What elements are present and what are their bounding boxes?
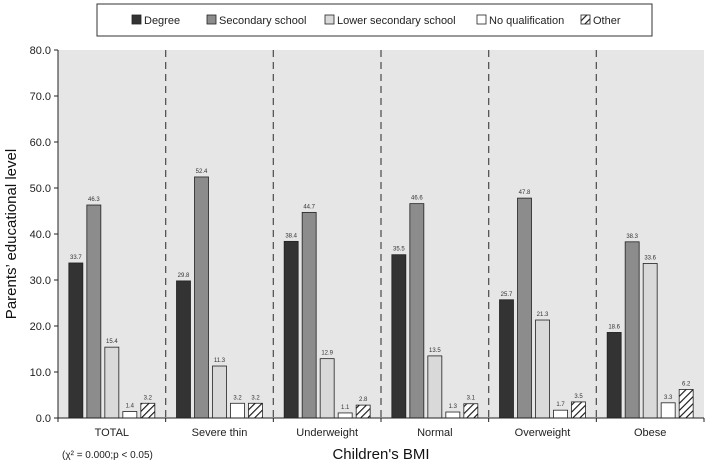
data-label: 1.1 bbox=[341, 405, 350, 411]
bar bbox=[391, 254, 407, 419]
y-tick-label: 60.0 bbox=[30, 137, 51, 149]
bar bbox=[409, 203, 425, 419]
bar bbox=[553, 409, 568, 419]
bar bbox=[535, 319, 550, 419]
x-tick-label: Underweight bbox=[296, 427, 358, 439]
legend-label: Secondary school bbox=[219, 15, 306, 27]
value-labels: 33.7 46.3 15.4 1.4 3.2 29.8 52.4 11.3 3.2 3.2 38.4… bbox=[70, 169, 691, 411]
data-label: 33.7 bbox=[70, 255, 82, 261]
group-separators bbox=[165, 50, 597, 418]
y-tick-label: 10.0 bbox=[30, 367, 51, 379]
data-label: 3.2 bbox=[144, 395, 153, 401]
bar bbox=[624, 241, 640, 419]
bar bbox=[122, 411, 138, 419]
bar bbox=[517, 197, 532, 419]
bars bbox=[68, 176, 694, 419]
data-label: 2.8 bbox=[359, 397, 368, 403]
bar bbox=[355, 404, 371, 419]
data-label: 25.7 bbox=[501, 292, 513, 298]
bar bbox=[660, 402, 676, 419]
bar bbox=[463, 403, 479, 419]
y-tick-label: 50.0 bbox=[30, 183, 51, 195]
bar bbox=[68, 262, 84, 419]
bar bbox=[337, 412, 353, 419]
legend-box bbox=[96, 3, 653, 37]
legend-swatch bbox=[580, 14, 591, 25]
data-label: 1.4 bbox=[126, 404, 135, 410]
legend-label: No qualification bbox=[489, 15, 564, 27]
legend-swatch bbox=[476, 14, 487, 25]
bar bbox=[499, 299, 514, 419]
legend-swatch bbox=[206, 14, 217, 25]
y-axis-label: Parents’ educational level bbox=[3, 149, 20, 319]
bar bbox=[104, 346, 120, 419]
bar bbox=[571, 401, 586, 419]
data-label: 38.3 bbox=[626, 234, 638, 240]
x-axis-label: Children's BMI bbox=[332, 446, 429, 463]
data-label: 3.3 bbox=[664, 395, 673, 401]
data-label: 38.4 bbox=[285, 233, 297, 239]
bar bbox=[176, 280, 191, 419]
data-label: 13.5 bbox=[429, 348, 441, 354]
data-label: 35.5 bbox=[393, 247, 405, 253]
y-tick-label: 30.0 bbox=[30, 275, 51, 287]
bar bbox=[86, 204, 102, 419]
bar bbox=[427, 355, 443, 419]
data-label: 1.7 bbox=[556, 402, 565, 408]
data-label: 21.3 bbox=[537, 312, 549, 318]
bar bbox=[230, 402, 245, 419]
legend-label: Degree bbox=[144, 15, 180, 27]
bar bbox=[642, 263, 658, 419]
legend: Degree Secondary school Lower secondary sc… bbox=[96, 3, 653, 37]
chi-square-annotation: (χ² = 0.000;p < 0.05) bbox=[62, 450, 153, 461]
data-label: 52.4 bbox=[196, 169, 208, 175]
bar bbox=[606, 332, 622, 419]
bar bbox=[283, 240, 299, 419]
y-tick-label: 40.0 bbox=[30, 229, 51, 241]
data-label: 1.3 bbox=[449, 404, 458, 410]
legend-swatch bbox=[131, 14, 142, 25]
x-tick-label: TOTAL bbox=[95, 427, 129, 439]
data-label: 3.5 bbox=[574, 394, 583, 400]
bar bbox=[301, 211, 317, 419]
data-label: 6.2 bbox=[682, 381, 691, 387]
x-tick-label: Overweight bbox=[515, 427, 571, 439]
data-label: 3.2 bbox=[251, 395, 260, 401]
data-label: 29.8 bbox=[178, 273, 190, 279]
legend-swatch bbox=[324, 14, 335, 25]
x-tick-label: Normal bbox=[417, 427, 452, 439]
x-axis: TOTAL Severe thin Underweight Normal Overwei… bbox=[57, 417, 705, 439]
data-label: 18.6 bbox=[608, 324, 620, 330]
data-label: 47.8 bbox=[519, 190, 531, 196]
data-label: 3.1 bbox=[467, 396, 476, 402]
y-tick-label: 80.0 bbox=[30, 45, 51, 57]
bar bbox=[194, 176, 209, 419]
bar bbox=[678, 389, 694, 419]
data-label: 44.7 bbox=[303, 204, 315, 210]
data-label: 11.3 bbox=[214, 358, 226, 364]
data-label: 46.6 bbox=[411, 196, 423, 202]
data-label: 46.3 bbox=[88, 197, 100, 203]
y-tick-label: 70.0 bbox=[30, 91, 51, 103]
y-axis: 0.0 10.0 20.0 30.0 40.0 50.0 60.0 70.0 80.0 bbox=[30, 45, 59, 425]
legend-label: Other bbox=[593, 15, 621, 27]
x-tick-label: Obese bbox=[634, 427, 666, 439]
data-label: 3.2 bbox=[233, 395, 242, 401]
y-tick-label: 20.0 bbox=[30, 321, 51, 333]
legend-label: Lower secondary school bbox=[337, 15, 456, 27]
data-label: 15.4 bbox=[106, 339, 118, 345]
data-label: 33.6 bbox=[644, 255, 656, 261]
bar bbox=[445, 411, 461, 419]
y-tick-label: 0.0 bbox=[36, 413, 51, 425]
bar bbox=[212, 365, 227, 419]
x-tick-label: Severe thin bbox=[192, 427, 248, 439]
bar bbox=[319, 358, 335, 419]
bar bbox=[248, 402, 263, 419]
data-label: 12.9 bbox=[321, 351, 333, 357]
bar bbox=[140, 402, 156, 419]
